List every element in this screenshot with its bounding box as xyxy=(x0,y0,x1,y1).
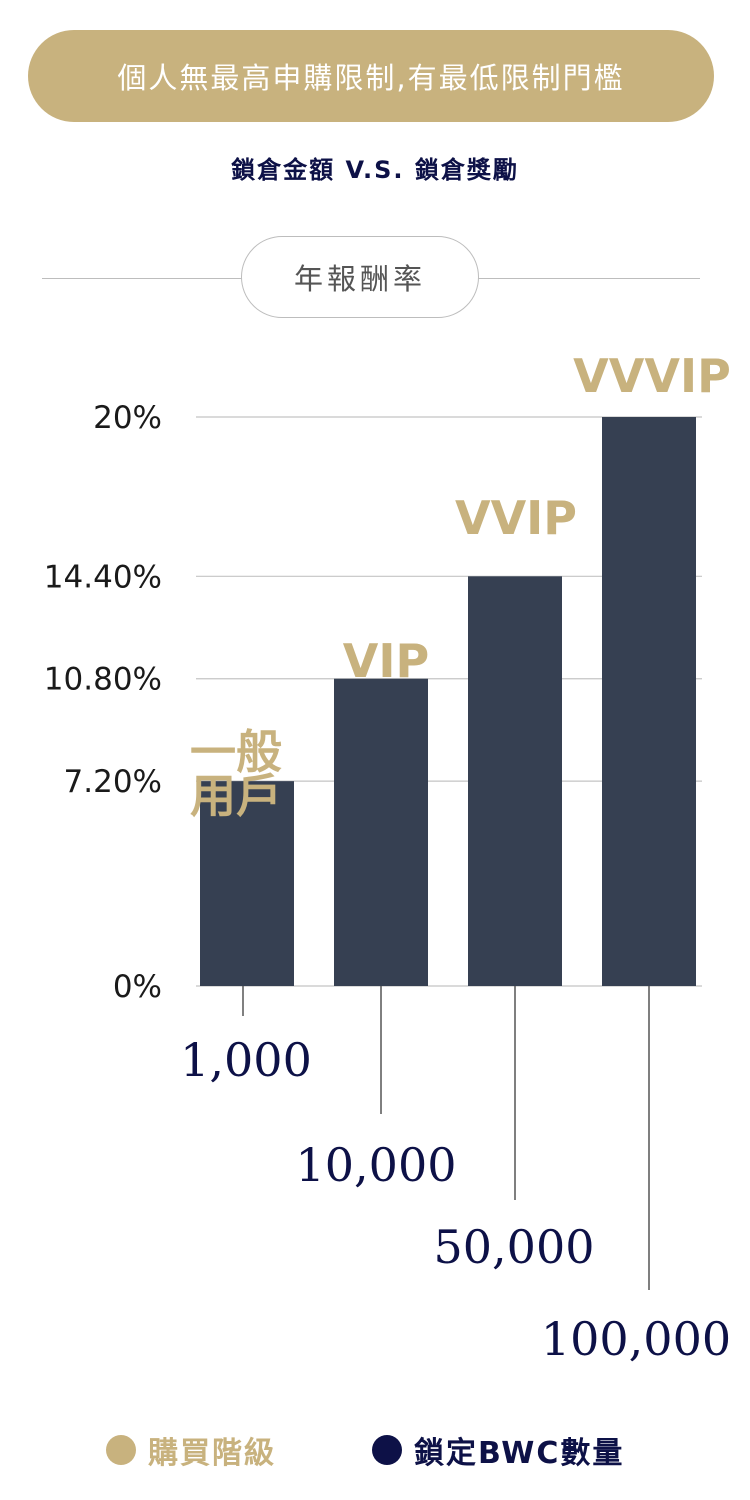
legend-label-amount: 鎖定BWC數量 xyxy=(414,1436,625,1471)
y-tick-label: 7.20% xyxy=(64,764,162,800)
x-tick-label: 50,000 xyxy=(434,1220,595,1274)
legend-dot-gold xyxy=(106,1435,136,1465)
tier-label: 用戶 xyxy=(190,769,282,823)
bar-10,000 xyxy=(334,678,428,986)
chart-subtitle: 鎖倉金額 V.S. 鎖倉獎勵 xyxy=(231,156,519,184)
tier-label: VVIP xyxy=(455,491,577,545)
bar-100,000 xyxy=(602,417,696,986)
header-banner: 個人無最高申購限制,有最低限制門檻 xyxy=(28,30,714,122)
legend-item-tier: 購買階級 xyxy=(106,1428,276,1472)
bar-50,000 xyxy=(468,576,562,986)
bar-chart: 0% 7.20% 10.80% 14.40% 20% 1,000 10,000 50,000 1… xyxy=(44,349,731,1366)
section-divider-right xyxy=(478,278,700,279)
x-tick-label: 10,000 xyxy=(296,1138,457,1192)
legend-label-tier: 購買階級 xyxy=(148,1436,276,1471)
legend-item-amount: 鎖定BWC數量 xyxy=(372,1428,624,1472)
bar-1,000 xyxy=(200,781,294,986)
section-label-pill: 年報酬率 xyxy=(241,236,479,318)
x-tick-label: 100,000 xyxy=(541,1312,731,1366)
tier-label: VIP xyxy=(343,634,429,688)
legend-dot-navy xyxy=(372,1435,402,1465)
tier-label: VVVIP xyxy=(573,349,731,403)
tier-label: 一般 xyxy=(190,725,282,779)
y-tick-label: 10.80% xyxy=(44,662,162,698)
x-tick-label: 1,000 xyxy=(180,1033,312,1087)
y-tick-label: 0% xyxy=(113,969,162,1005)
y-tick-label: 20% xyxy=(93,400,162,436)
y-tick-label: 14.40% xyxy=(44,559,162,595)
section-divider-left xyxy=(42,278,242,279)
